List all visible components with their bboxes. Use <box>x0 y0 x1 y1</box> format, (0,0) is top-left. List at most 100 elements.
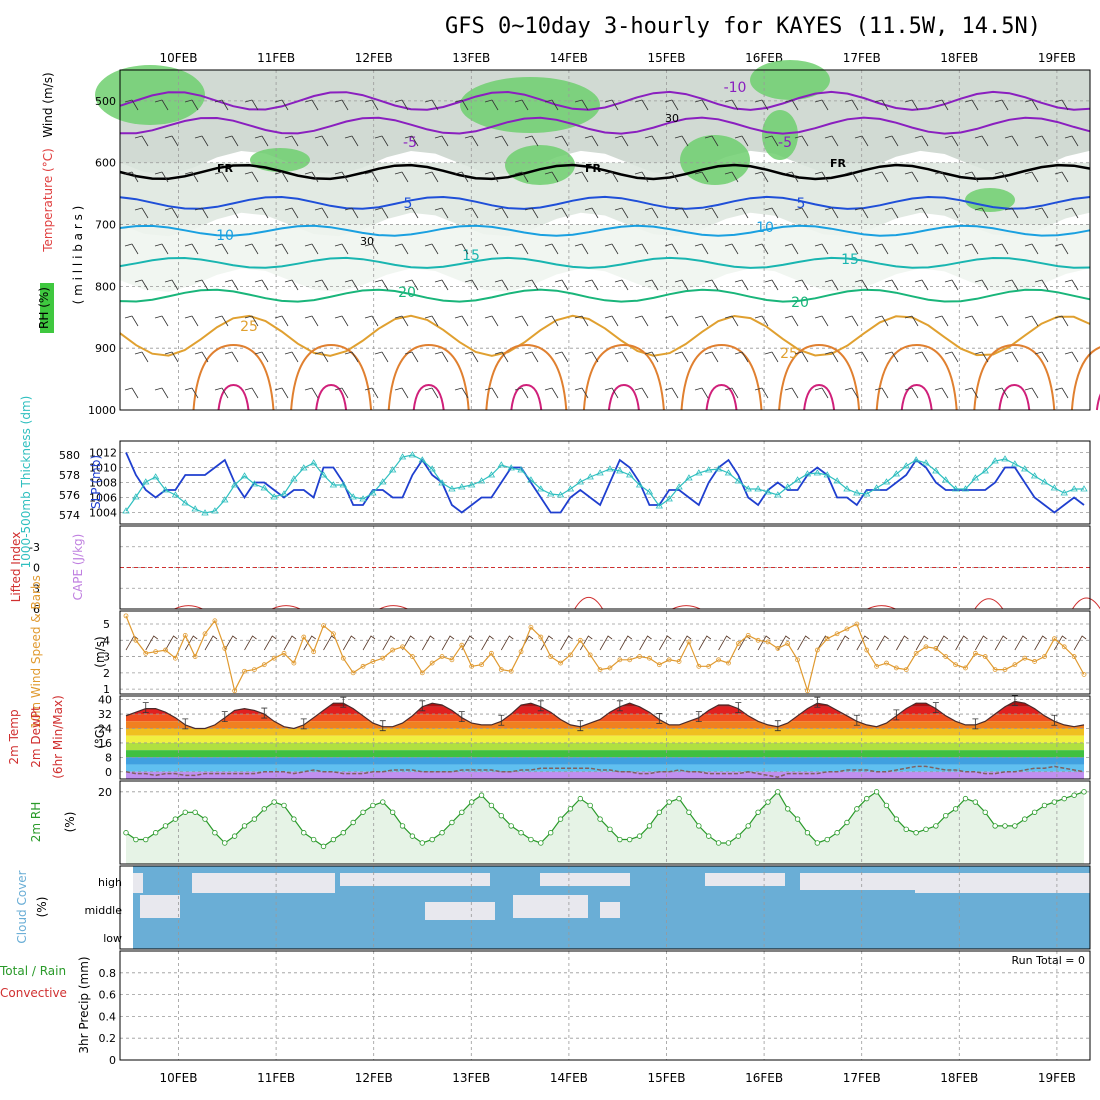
precip-total-label: Total / Rain <box>0 964 66 978</box>
rh-point <box>646 823 653 829</box>
upper-wind-barb <box>694 243 709 255</box>
date-label-top: 17FEB <box>843 51 881 65</box>
temperature-units-label: (°C) <box>93 725 107 749</box>
thickness-point <box>635 481 644 488</box>
contour-label: 15 <box>462 248 480 264</box>
thickness-point <box>616 467 624 474</box>
thickness-tick: 580 <box>59 449 80 462</box>
wind-speed-point <box>726 660 731 666</box>
surface-wind-barb <box>382 635 396 651</box>
upper-wind-barb <box>304 99 319 111</box>
rh-point <box>1012 823 1018 829</box>
upper-wind-barb <box>604 243 619 255</box>
rh-point <box>844 819 850 826</box>
upper-wind-barb <box>274 99 289 111</box>
surface-wind-barb <box>500 635 514 651</box>
surface-wind-barb <box>481 635 494 651</box>
rh-units-label: (%) <box>63 812 77 833</box>
wind-speed-point <box>271 655 277 661</box>
thickness-point <box>902 462 910 469</box>
wind-units-label: (m/s) <box>93 636 107 667</box>
thickness-point <box>290 475 298 482</box>
upper-wind-barb <box>614 135 629 147</box>
rh-point <box>745 823 751 829</box>
dewpoint-axis-label: 2m DewPt <box>29 706 43 768</box>
thickness-point <box>704 466 713 473</box>
temperature-contour <box>119 116 1091 135</box>
upper-wind-barb <box>1064 135 1079 147</box>
upper-wind-barb <box>244 387 259 399</box>
rh-point <box>1041 802 1048 809</box>
wind-speed-point <box>795 657 800 663</box>
wind-speed-point <box>242 668 247 674</box>
wind-speed-point <box>172 655 178 661</box>
date-label-top: 11FEB <box>257 51 295 65</box>
wind-speed-point <box>123 613 129 619</box>
rh-point <box>903 826 909 833</box>
upper-wind-barb <box>814 387 829 399</box>
thickness-point <box>813 469 822 476</box>
wind-speed-point <box>676 659 682 664</box>
cloud-gap <box>513 895 588 918</box>
upper-wind-barb <box>364 99 379 111</box>
upper-wind-barb <box>904 387 919 399</box>
date-label-bottom: 14FEB <box>550 1071 588 1085</box>
upper-wind-barb <box>334 171 349 183</box>
wind-tick: 2 <box>103 667 110 680</box>
wind-speed-point <box>1071 654 1077 659</box>
upper-wind-barb <box>1054 243 1069 255</box>
wind-speed-point <box>143 650 149 656</box>
upper-wind-barb <box>214 387 229 399</box>
rh-point <box>706 833 712 839</box>
thickness-axis-label: 1000-500mb Thickness (dm) <box>19 396 33 569</box>
upper-wind-barb <box>1054 99 1069 111</box>
upper-wind-barb <box>704 279 719 291</box>
upper-wind-barb <box>364 315 379 327</box>
hot-loop-contour <box>607 383 640 411</box>
thickness-point <box>280 490 288 497</box>
surface-wind-barb <box>718 635 731 651</box>
rh-point <box>824 836 830 843</box>
rh-point <box>202 816 208 822</box>
minmax-marker <box>300 718 307 730</box>
rh-point <box>508 823 514 829</box>
temperature-tick: 24 <box>98 722 112 735</box>
upper-wind-barb <box>604 387 619 399</box>
upper-wind-barb <box>884 279 899 291</box>
minmax-marker <box>498 714 505 726</box>
minmax-marker <box>221 711 228 723</box>
rh-moist-blob <box>250 148 310 172</box>
wind-speed-point <box>350 670 356 676</box>
rh-point <box>626 836 633 843</box>
wind-speed-point <box>686 639 692 645</box>
hot-loop-contour <box>900 383 933 411</box>
thickness-point <box>645 488 654 495</box>
pressure-tick: 800 <box>95 280 116 293</box>
cloud-cover-axis-label: Cloud Cover <box>15 870 29 943</box>
rh-point <box>212 830 218 836</box>
wind-speed-point <box>429 660 435 666</box>
hot-loop-contour <box>705 383 738 411</box>
upper-wind-barb <box>754 243 769 255</box>
wind-speed-point <box>498 667 504 672</box>
rh-point <box>301 830 307 836</box>
rh-point <box>696 823 702 829</box>
rh-point <box>676 795 682 802</box>
temperature-line <box>125 700 1085 730</box>
upper-wind-barb <box>1034 135 1049 147</box>
upper-wind-barb <box>904 315 919 327</box>
upper-wind-barb <box>634 243 649 255</box>
rh-point <box>715 840 722 846</box>
minmax-marker <box>656 713 663 724</box>
upper-wind-barb <box>244 171 259 183</box>
wind-speed-point <box>1051 636 1057 642</box>
surface-wind-barb <box>599 635 613 651</box>
thickness-point <box>122 507 130 514</box>
upper-wind-barb <box>134 279 149 291</box>
upper-wind-barb <box>374 351 389 363</box>
surface-wind-barb <box>1014 635 1028 651</box>
wind-speed-point <box>1012 662 1018 668</box>
rh-point <box>893 816 900 822</box>
wind-speed-point <box>577 637 583 643</box>
thickness-point <box>872 484 881 491</box>
